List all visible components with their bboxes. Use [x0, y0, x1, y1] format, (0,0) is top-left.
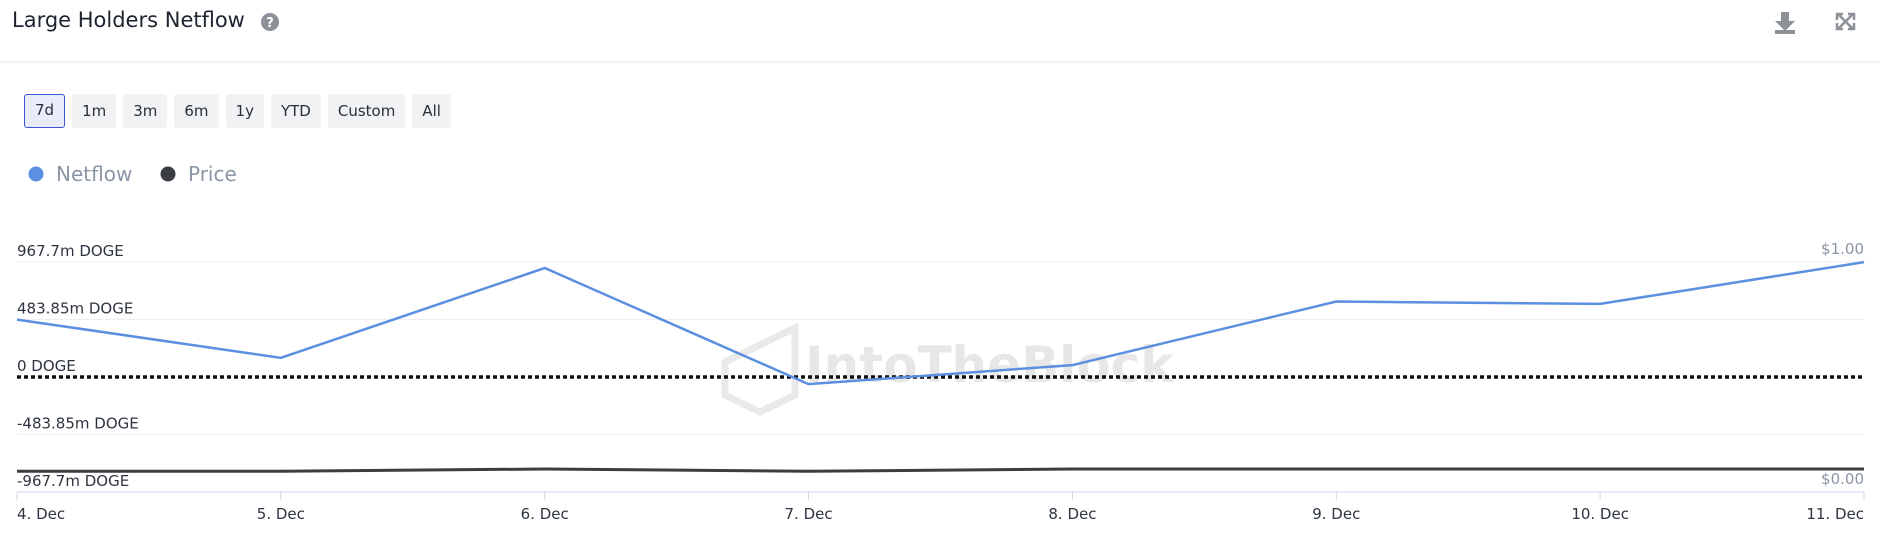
- range-button[interactable]: 7d: [24, 94, 66, 128]
- y2-tick-label: $0.00: [1821, 470, 1864, 488]
- range-button[interactable]: YTD: [270, 94, 321, 128]
- legend-marker: [28, 166, 44, 182]
- range-button[interactable]: All: [412, 94, 451, 128]
- download-icon[interactable]: [1775, 12, 1795, 34]
- x-tick-label: 4. Dec: [17, 505, 65, 523]
- legend-label: Netflow: [56, 162, 132, 186]
- x-tick-label: 7. Dec: [785, 505, 833, 523]
- range-button[interactable]: 6m: [174, 94, 219, 128]
- range-button[interactable]: 3m: [123, 94, 168, 128]
- x-tick-label: 5. Dec: [257, 505, 305, 523]
- range-button[interactable]: 1m: [72, 94, 117, 128]
- x-tick-label: 11. Dec: [1806, 505, 1864, 523]
- range-button[interactable]: Custom: [327, 94, 406, 128]
- x-tick-label: 10. Dec: [1571, 505, 1629, 523]
- fullscreen-icon[interactable]: [1835, 12, 1856, 31]
- y-tick-label: 0 DOGE: [17, 357, 76, 375]
- legend-marker: [160, 166, 176, 182]
- x-tick-label: 6. Dec: [521, 505, 569, 523]
- x-tick-label: 8. Dec: [1048, 505, 1096, 523]
- range-button[interactable]: 1y: [225, 94, 264, 128]
- y-tick-label: 967.7m DOGE: [17, 242, 124, 260]
- help-icon[interactable]: [261, 13, 279, 31]
- y2-tick-label: $1.00: [1821, 240, 1864, 258]
- series-line: [17, 467, 1864, 473]
- chart-title: Large Holders Netflow: [12, 8, 245, 32]
- help-icon-mark: ?: [266, 16, 274, 31]
- y-tick-label: 483.85m DOGE: [17, 300, 133, 318]
- watermark: IntoTheBlock: [721, 322, 1175, 416]
- y-tick-label: -967.7m DOGE: [17, 472, 129, 490]
- legend-label: Price: [188, 162, 237, 186]
- range-buttons: 7d 1m 3m 6m 1y YTD Custom All: [24, 94, 451, 128]
- watermark-text: IntoTheBlock: [805, 336, 1175, 394]
- series-line: [16, 260, 1865, 386]
- x-tick-label: 9. Dec: [1312, 505, 1360, 523]
- y-tick-label: -483.85m DOGE: [17, 415, 139, 433]
